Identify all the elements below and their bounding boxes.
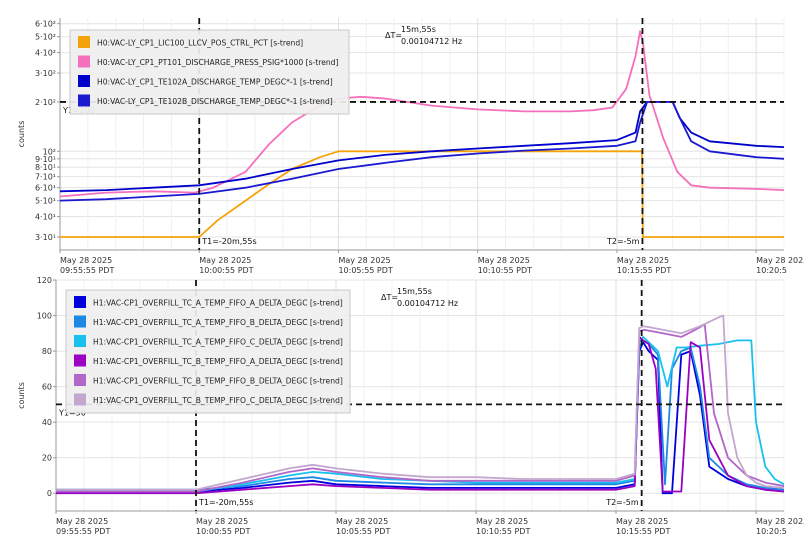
x-tick-time: 10:15:55 PDT	[616, 527, 670, 536]
x-tick-date: May 28 2025	[756, 256, 804, 265]
delta-frequency: 0.00104712 Hz	[397, 299, 458, 308]
y-tick-label: 100	[37, 312, 52, 321]
delta-prefix: ΔT=	[381, 293, 398, 302]
legend-label-6: H1:VAC-CP1_OVERFILL_TC_B_TEMP_FIFO_C_DEL…	[93, 396, 343, 405]
x-tick-time: 10:20:5	[756, 266, 787, 275]
series-line-3	[60, 101, 784, 193]
legend-swatch-2[interactable]	[74, 315, 86, 328]
legend: H1:VAC-CP1_OVERFILL_TC_A_TEMP_FIFO_A_DEL…	[65, 289, 351, 414]
cursor-t1-label: T1=-20m,55s	[201, 237, 256, 246]
x-tick-date: May 28 2025	[56, 517, 108, 526]
y-tick-label: 0	[47, 489, 52, 498]
y-tick-label: 20	[42, 454, 52, 463]
x-tick-time: 10:10:55 PDT	[476, 527, 530, 536]
delta-period: 15m,55s	[401, 25, 436, 34]
legend-box	[69, 29, 350, 115]
x-tick-date: May 28 2025	[60, 256, 112, 265]
y-axis-label: counts	[17, 382, 26, 409]
x-tick-date: May 28 2025	[196, 517, 248, 526]
legend-label-5: H1:VAC-CP1_OVERFILL_TC_B_TEMP_FIFO_B_DEL…	[93, 377, 343, 386]
x-tick-time: 10:15:55 PDT	[617, 266, 671, 275]
y-tick-label: 9·10¹	[35, 155, 56, 164]
series-line-1	[60, 150, 784, 238]
x-tick-time: 10:20:5	[756, 527, 787, 536]
x-tick-time: 10:10:55 PDT	[478, 266, 532, 275]
x-tick-date: May 28 2025	[476, 517, 528, 526]
series-line-5	[56, 323, 784, 493]
y-tick-label: 5·10¹	[35, 197, 56, 206]
x-tick-time: 10:00:55 PDT	[199, 266, 253, 275]
y-tick-label: 120	[37, 276, 52, 285]
y-tick-label: 40	[42, 418, 52, 427]
y-tick-label: 6·10¹	[35, 184, 56, 193]
y-tick-label: 3·10¹	[35, 233, 56, 242]
y-tick-label: 10²	[43, 147, 56, 156]
cursor-t1-label: T1=-20m,55s	[198, 498, 253, 507]
cursor-t2-label: T2=-5m	[606, 237, 640, 246]
legend-label-3: H0:VAC-LY_CP1_TE102A_DISCHARGE_TEMP_DEGC…	[97, 78, 333, 87]
x-tick-date: May 28 2025	[616, 517, 668, 526]
series-line-2	[60, 30, 784, 198]
x-tick-date: May 28 2025	[338, 256, 390, 265]
series-line-4	[60, 101, 784, 202]
legend-box	[65, 289, 351, 414]
legend-label-4: H0:VAC-LY_CP1_TE102B_DISCHARGE_TEMP_DEGC…	[97, 97, 333, 106]
y-tick-label: 5·10²	[35, 33, 56, 42]
y-tick-label: 4·10²	[35, 49, 56, 58]
y-tick-label: 7·10¹	[35, 173, 56, 182]
legend-label-1: H1:VAC-CP1_OVERFILL_TC_A_TEMP_FIFO_A_DEL…	[93, 299, 343, 308]
x-tick-date: May 28 2025	[756, 517, 804, 526]
y-axis-label: counts	[17, 121, 26, 148]
x-tick-time: 10:05:55 PDT	[338, 266, 392, 275]
legend-label-1: H0:VAC-LY_CP1_LIC100_LLCV_POS_CTRL_PCT […	[97, 39, 303, 48]
x-tick-time: 09:55:55 PDT	[56, 527, 110, 536]
x-tick-date: May 28 2025	[336, 517, 388, 526]
delta-prefix: ΔT=	[385, 31, 402, 40]
legend-swatch-5[interactable]	[74, 374, 86, 386]
y-tick-label: 2·10²	[35, 98, 56, 107]
series-line-6	[56, 314, 784, 491]
delta-frequency: 0.00104712 Hz	[401, 37, 462, 46]
legend-label-2: H1:VAC-CP1_OVERFILL_TC_A_TEMP_FIFO_B_DEL…	[93, 318, 343, 327]
legend-swatch-3[interactable]	[78, 75, 90, 87]
legend-swatch-4[interactable]	[78, 94, 90, 107]
y-tick-label: 80	[42, 347, 52, 356]
legend: H0:VAC-LY_CP1_LIC100_LLCV_POS_CTRL_PCT […	[69, 29, 350, 115]
x-tick-time: 10:00:55 PDT	[196, 527, 250, 536]
y-tick-label: 3·10²	[35, 69, 56, 78]
x-tick-date: May 28 2025	[478, 256, 530, 265]
delta-period: 15m,55s	[397, 287, 432, 296]
legend-swatch-4[interactable]	[74, 354, 86, 367]
legend-label-3: H1:VAC-CP1_OVERFILL_TC_A_TEMP_FIFO_C_DEL…	[93, 338, 343, 347]
series-group	[56, 314, 784, 495]
x-tick-time: 10:05:55 PDT	[336, 527, 390, 536]
legend-swatch-2[interactable]	[78, 55, 90, 68]
legend-label-2: H0:VAC-LY_CP1_PT101_DISCHARGE_PRESS_PSIG…	[97, 58, 339, 67]
legend-swatch-1[interactable]	[74, 296, 86, 308]
series-group	[60, 30, 784, 238]
legend-swatch-1[interactable]	[78, 36, 90, 48]
y-tick-label: 4·10¹	[35, 213, 56, 222]
legend-swatch-6[interactable]	[74, 393, 86, 406]
legend-label-4: H1:VAC-CP1_OVERFILL_TC_B_TEMP_FIFO_A_DEL…	[93, 357, 343, 366]
y-tick-label: 6·10²	[35, 20, 56, 29]
x-tick-date: May 28 2025	[617, 256, 669, 265]
x-tick-date: May 28 2025	[199, 256, 251, 265]
y-tick-label: 60	[42, 383, 52, 392]
x-tick-time: 09:55:55 PDT	[60, 266, 114, 275]
legend-swatch-3[interactable]	[74, 335, 86, 347]
y-tick-label: 8·10¹	[35, 163, 56, 172]
cursor-t2-label: T2=-5m	[605, 498, 639, 507]
